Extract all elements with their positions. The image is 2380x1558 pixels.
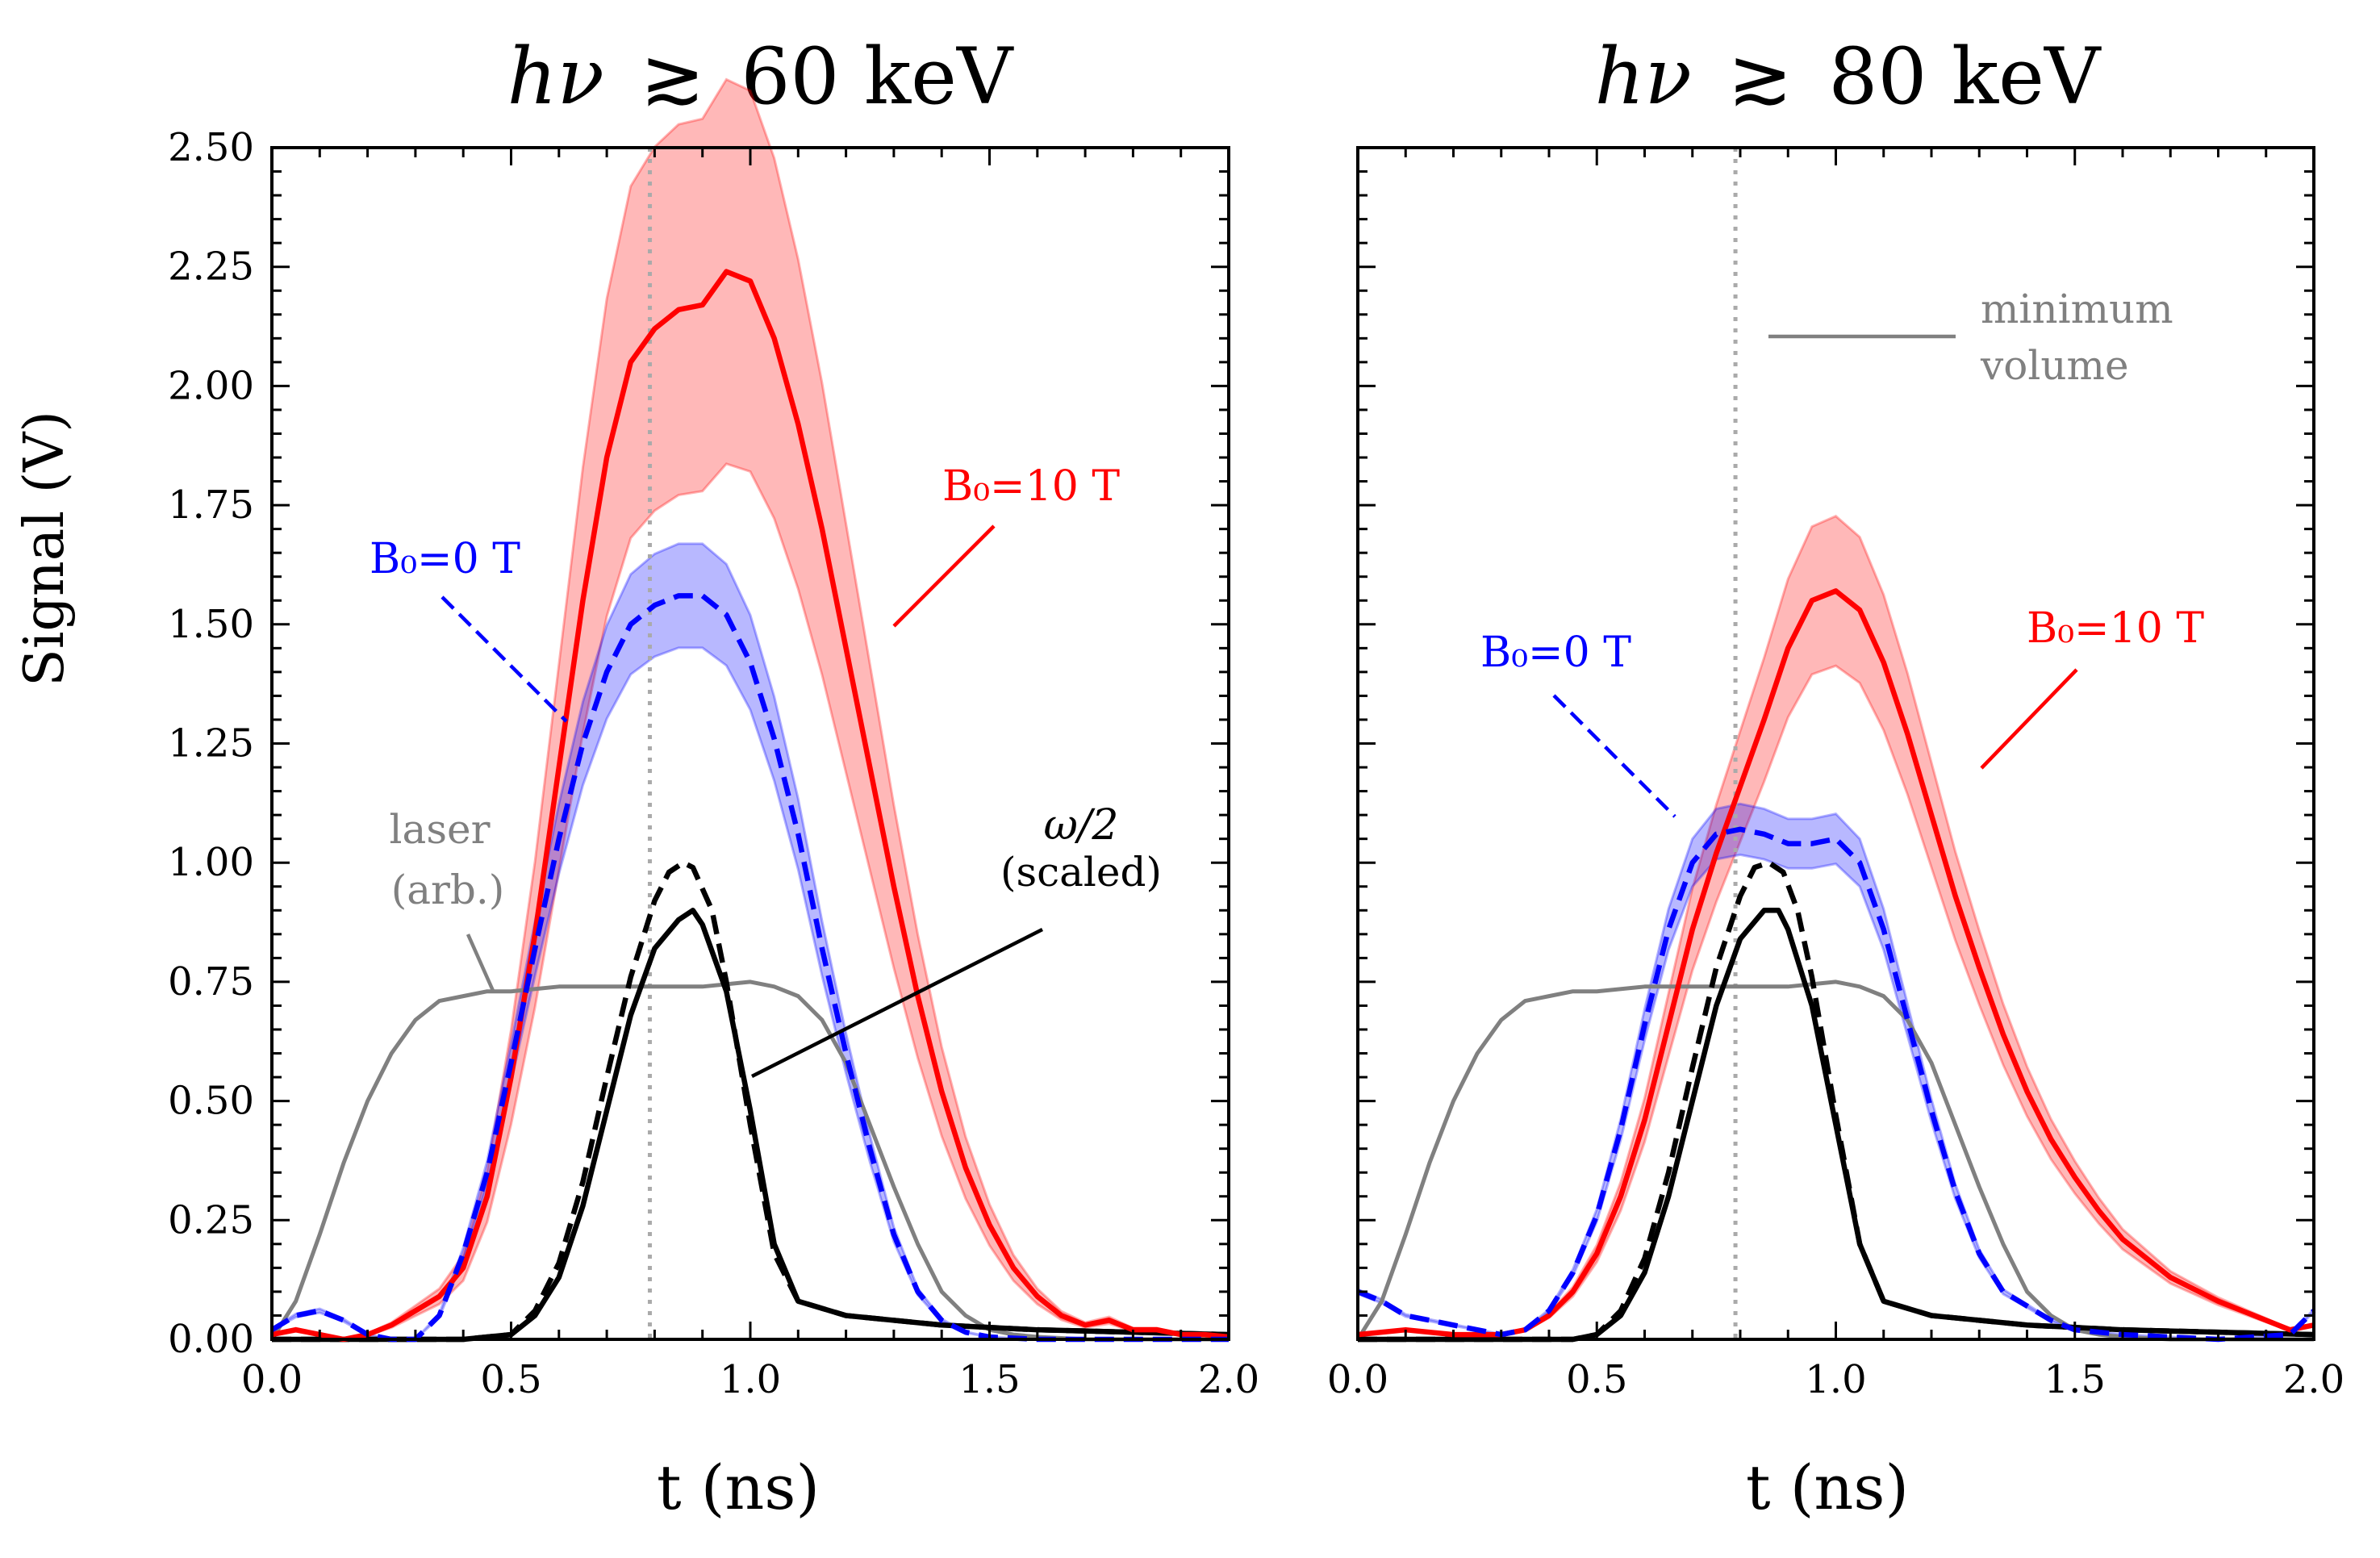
p1-series-4 — [1358, 859, 2315, 1343]
p1-band-2 — [1356, 802, 2315, 1341]
p0-ytick-label: 0.75 — [168, 959, 254, 1005]
right-title-suffix: 80 keV — [1828, 31, 2102, 122]
right-annot-minvol-1: minimum — [1981, 286, 2173, 332]
p0-series-4 — [272, 859, 1230, 1343]
right-axes: 0.0 0.5 1.0 1.5 2.0 — [1327, 146, 2345, 1402]
left-annot-b10: B₀=10 T — [942, 462, 1120, 511]
p0-series-0 — [269, 979, 1229, 1342]
left-x-axis-label: t (ns) — [657, 1451, 820, 1523]
left-annot-omega-2: (scaled) — [1000, 849, 1162, 896]
y-axis-label: Signal (V) — [13, 411, 77, 687]
right-lines — [1355, 148, 2316, 1343]
right-panel: hν ≳ 80 keV 0.0 0.5 1.0 1.5 2.0 t (ns) minim… — [1327, 31, 2345, 1523]
right-title-prefix: hν — [1595, 31, 1692, 122]
p0-xtick-label: 0.5 — [480, 1357, 541, 1402]
p0-ytick-label: 1.50 — [168, 602, 254, 647]
p0-ytick-label: 1.00 — [168, 840, 254, 885]
right-title-symbol: ≳ — [1727, 31, 1792, 122]
left-title-suffix: 60 keV — [741, 31, 1014, 122]
left-annot-b0: B₀=0 T — [370, 535, 520, 583]
right-annot-b10-leader — [1980, 668, 2078, 770]
p1-xtick-label: 1.5 — [2044, 1357, 2106, 1402]
left-annot-laser-2: (arb.) — [391, 867, 505, 913]
p0-ytick-label: 2.25 — [168, 244, 254, 290]
left-bands — [270, 77, 1230, 1341]
left-annot-b10-leader — [892, 524, 996, 628]
left-annot-omega-leader — [750, 927, 1044, 1079]
p0-series-1 — [271, 269, 1230, 1343]
p0-ytick-label: 0.50 — [168, 1079, 254, 1124]
p0-ytick-label: 2.00 — [168, 363, 254, 408]
left-annot-omega-1: ω/2 — [1043, 801, 1118, 850]
p1-xtick-label: 2.0 — [2283, 1357, 2345, 1402]
p0-band-2 — [270, 542, 1229, 1341]
right-x-axis-label: t (ns) — [1746, 1451, 1909, 1523]
p1-xtick-label: 0.0 — [1327, 1357, 1388, 1402]
left-panel: hν ≳ 60 keV 0.0 0.5 1.0 1.5 2.00.000.250.500… — [168, 31, 1259, 1523]
right-annot-b10: B₀=10 T — [2027, 604, 2204, 653]
p1-series-1 — [1357, 588, 2315, 1338]
left-axes: 0.0 0.5 1.0 1.5 2.0 0.00 0.25 0.50 0.75 1.00 1.25 1… — [168, 125, 1259, 1402]
left-title: hν ≳ 60 keV — [507, 31, 1014, 122]
right-annot-minvol-2: volume — [1980, 342, 2129, 389]
right-annot-b0: B₀=0 T — [1480, 629, 1631, 677]
left-annot-b0-leader — [441, 595, 568, 723]
p0-ytick-label: 1.25 — [168, 721, 254, 766]
right-title: hν ≳ 80 keV — [1595, 31, 2102, 122]
left-title-prefix: hν — [507, 31, 604, 122]
p0-ytick-label: 2.50 — [168, 125, 254, 170]
p0-xtick-label: 1.0 — [720, 1357, 781, 1402]
p0-ytick-label: 1.75 — [168, 482, 254, 528]
p1-xtick-label: 1.0 — [1805, 1357, 1866, 1402]
left-annot-laser-leader — [466, 934, 496, 993]
p0-xtick-label: 1.5 — [958, 1357, 1020, 1402]
p0-ytick-label: 0.00 — [168, 1317, 254, 1362]
p0-ytick-label: 0.25 — [168, 1197, 254, 1243]
left-title-symbol: ≳ — [640, 31, 704, 122]
p0-xtick-label: 2.0 — [1198, 1357, 1259, 1402]
right-annot-b0-leader — [1552, 694, 1676, 818]
p1-series-2 — [1356, 826, 2316, 1343]
p1-series-0 — [1355, 979, 2314, 1342]
left-annot-laser-1: laser — [390, 806, 491, 853]
p1-xtick-label: 0.5 — [1566, 1357, 1627, 1402]
p0-xtick-label: 0.0 — [241, 1357, 303, 1402]
